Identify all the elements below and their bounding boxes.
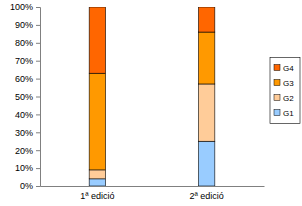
bar bbox=[198, 141, 214, 186]
y-tick: 50% bbox=[15, 92, 40, 102]
legend-entry: G3 bbox=[274, 79, 294, 88]
series bbox=[89, 141, 215, 186]
y-tick: 40% bbox=[15, 110, 40, 120]
x-axis-line bbox=[41, 186, 265, 187]
legend: G4 G3 G2 G1 bbox=[270, 58, 300, 124]
y-tick: 60% bbox=[15, 74, 40, 84]
chart: 0% 10% 20% 30% 40% 50% 60% 70% 80% 90% 100% 1ª edic… bbox=[0, 0, 302, 206]
legend-entry: G4 bbox=[274, 64, 294, 73]
x-tick-label: 1ª edició bbox=[80, 191, 114, 201]
bar bbox=[198, 7, 214, 32]
x-axis: 1ª edició 2ª edició bbox=[41, 187, 265, 201]
y-tick-mark bbox=[36, 97, 40, 98]
legend-swatch bbox=[274, 65, 280, 71]
legend-label: G3 bbox=[283, 79, 294, 88]
y-tick-label: 80% bbox=[15, 38, 33, 48]
y-tick-label: 70% bbox=[15, 56, 33, 66]
bars bbox=[89, 7, 215, 186]
y-tick: 20% bbox=[15, 146, 40, 156]
legend-label: G4 bbox=[283, 64, 294, 73]
bar bbox=[198, 84, 214, 141]
y-tick-mark bbox=[36, 150, 40, 151]
y-tick-label: 40% bbox=[15, 110, 33, 120]
y-tick-mark bbox=[36, 7, 40, 8]
y-tick-label: 10% bbox=[15, 163, 33, 173]
series bbox=[89, 7, 215, 73]
legend-swatch bbox=[274, 110, 280, 116]
y-tick: 100% bbox=[10, 2, 40, 12]
y-tick: 90% bbox=[15, 20, 40, 30]
y-tick-label: 60% bbox=[15, 74, 33, 84]
y-tick-mark bbox=[36, 168, 40, 169]
y-tick-mark bbox=[36, 43, 40, 44]
series bbox=[89, 84, 215, 179]
y-axis: 0% 10% 20% 30% 40% 50% 60% 70% 80% 90% 100% bbox=[10, 2, 41, 191]
legend-swatch bbox=[274, 95, 280, 101]
y-tick-label: 100% bbox=[10, 2, 33, 12]
plot: 0% 10% 20% 30% 40% 50% 60% 70% 80% 90% 100% 1ª edic… bbox=[10, 2, 265, 201]
y-tick: 70% bbox=[15, 56, 40, 66]
legend-swatch bbox=[274, 80, 280, 86]
legend-label: G2 bbox=[283, 94, 294, 103]
legend-box bbox=[270, 58, 300, 124]
series bbox=[89, 32, 215, 170]
y-tick-label: 20% bbox=[15, 146, 33, 156]
y-tick-mark bbox=[36, 186, 40, 187]
y-tick: 30% bbox=[15, 128, 40, 138]
legend-entry: G2 bbox=[274, 94, 294, 103]
x-tick: 2ª edició bbox=[189, 191, 223, 201]
y-tick-label: 50% bbox=[15, 92, 33, 102]
y-tick-mark bbox=[36, 114, 40, 115]
bar bbox=[89, 73, 105, 170]
x-tick: 1ª edició bbox=[80, 191, 114, 201]
y-tick-label: 0% bbox=[20, 181, 33, 191]
bar bbox=[198, 32, 214, 84]
y-tick-mark bbox=[36, 25, 40, 26]
legend-label: G1 bbox=[283, 109, 294, 118]
y-tick-mark bbox=[36, 79, 40, 80]
y-tick: 10% bbox=[15, 163, 40, 173]
y-tick: 80% bbox=[15, 38, 40, 48]
x-tick-label: 2ª edició bbox=[189, 191, 223, 201]
y-tick-label: 90% bbox=[15, 20, 33, 30]
y-tick-mark bbox=[36, 132, 40, 133]
bar bbox=[89, 179, 105, 186]
legend-entry: G1 bbox=[274, 109, 294, 118]
bar bbox=[89, 170, 105, 179]
y-axis-line bbox=[36, 8, 41, 187]
bar bbox=[89, 7, 105, 73]
y-tick: 0% bbox=[20, 181, 40, 191]
y-tick-mark bbox=[36, 61, 40, 62]
y-tick-label: 30% bbox=[15, 128, 33, 138]
